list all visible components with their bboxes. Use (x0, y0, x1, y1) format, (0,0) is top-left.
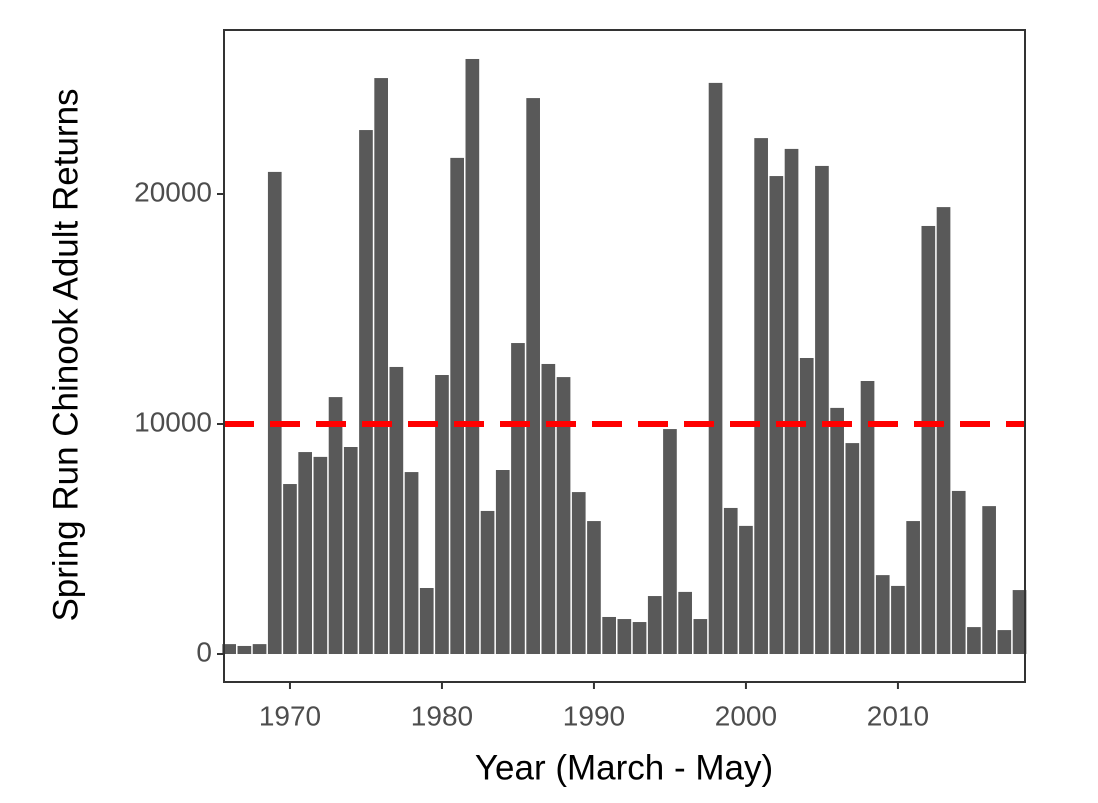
bar (389, 366, 404, 655)
bar (845, 443, 860, 655)
bar (237, 645, 252, 655)
y-axis-title: Spring Run Chinook Adult Returns (46, 88, 85, 621)
bar (769, 176, 784, 655)
bar (374, 78, 388, 655)
bar (465, 58, 480, 655)
bar (967, 627, 981, 655)
bar (739, 525, 753, 655)
bar (632, 622, 647, 655)
bar (602, 616, 616, 655)
bar (283, 484, 297, 655)
bar (997, 630, 1012, 655)
bar (982, 506, 996, 655)
bar (571, 492, 586, 655)
bar (951, 490, 966, 655)
bar (906, 521, 920, 655)
bar (663, 429, 677, 655)
bar (693, 619, 708, 655)
bar (419, 587, 434, 655)
bar (298, 452, 313, 655)
bar (830, 407, 844, 655)
bar (875, 575, 890, 655)
y-tick-label: 20000 (134, 176, 212, 207)
bar (252, 644, 267, 655)
x-tick-label: 2010 (867, 700, 929, 731)
bar (556, 377, 571, 655)
bar (708, 82, 723, 655)
bar (647, 596, 662, 655)
bar (359, 130, 373, 655)
x-tick-label: 1970 (259, 700, 321, 731)
bar (511, 343, 525, 655)
bar (784, 148, 799, 655)
bar (678, 591, 692, 655)
x-tick-label: 2000 (715, 700, 777, 731)
bar (891, 585, 905, 655)
bar (267, 171, 282, 655)
bar (1012, 590, 1027, 655)
bar (313, 456, 328, 655)
panel-border (223, 29, 1026, 683)
bar (343, 447, 358, 655)
x-axis-title: Year (March - May) (475, 748, 773, 787)
bar (587, 521, 601, 655)
bar (936, 207, 951, 655)
bar (921, 225, 936, 655)
bar (860, 380, 875, 655)
bar (617, 619, 632, 655)
x-tick-label: 1990 (563, 700, 625, 731)
bar (450, 157, 464, 655)
bar (222, 644, 237, 655)
x-tick-label: 1980 (411, 700, 473, 731)
y-tick-label: 10000 (134, 406, 212, 437)
bar (754, 138, 768, 655)
bar (526, 98, 540, 655)
bar (723, 507, 738, 655)
bar (541, 363, 556, 655)
bar (799, 357, 814, 655)
bar (435, 375, 449, 655)
y-tick-label: 0 (196, 636, 212, 667)
bar (480, 510, 495, 655)
bar (404, 472, 419, 655)
bar (328, 397, 343, 655)
bar (495, 470, 510, 655)
bar (815, 165, 829, 655)
